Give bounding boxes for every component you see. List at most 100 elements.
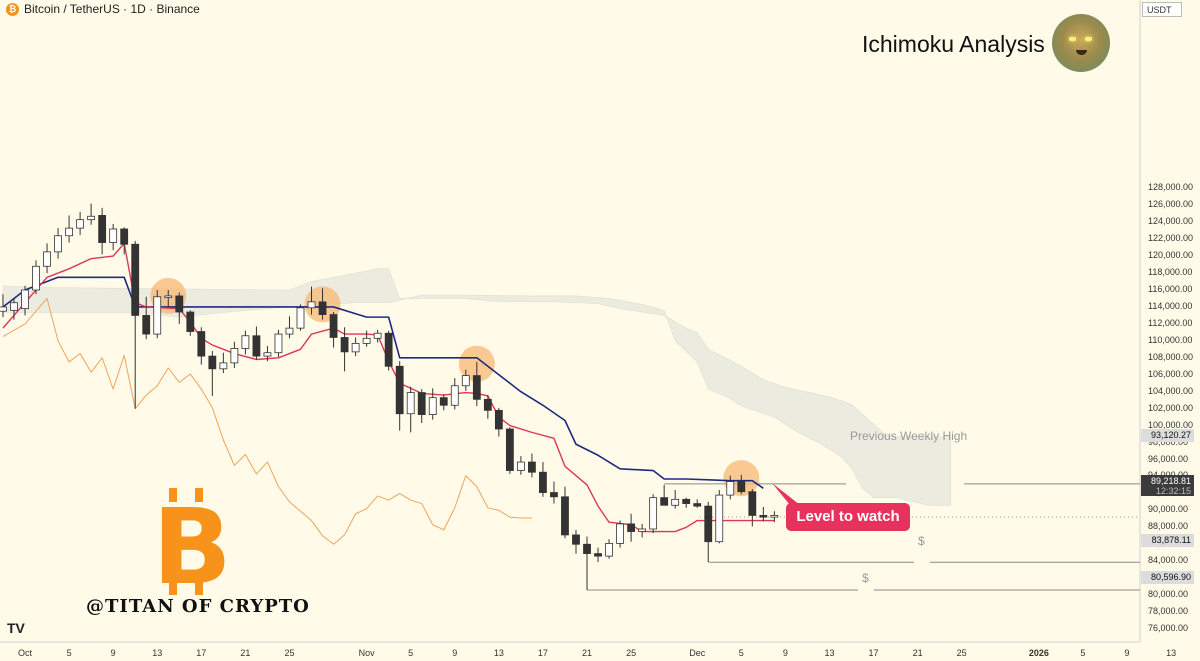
candle-body — [671, 498, 680, 506]
candle-body — [340, 337, 349, 353]
candle-body — [186, 311, 195, 332]
low-1-dollar-marker: $ — [918, 534, 925, 548]
candle-body — [362, 337, 371, 344]
candle-body — [21, 289, 29, 310]
price-tick-label: 110,000.00 — [1148, 334, 1193, 345]
chart-title: Ichimoku Analysis — [862, 31, 1045, 57]
candle-body — [583, 543, 591, 554]
candle-body — [594, 553, 602, 557]
time-tick-label: 9 — [110, 648, 116, 658]
low-2-dollar-marker: $ — [862, 571, 869, 585]
time-tick-label: 9 — [782, 648, 788, 658]
candle-body — [395, 365, 404, 415]
symbol-title: Bitcoin / TetherUS · 1D · Binance — [24, 2, 200, 16]
current-price-label: 89,218.81 12:32:15 — [1141, 475, 1194, 496]
bitcoin-logo-bar-top-right — [195, 488, 203, 502]
price-tick-label: 78,000.00 — [1148, 606, 1189, 617]
price-tick-label: 80,000.00 — [1148, 589, 1189, 600]
candle-body — [274, 333, 283, 354]
time-tick-label: 13 — [824, 648, 835, 658]
price-tick-label: 90,000.00 — [1148, 504, 1189, 515]
price-tick-label: 116,000.00 — [1148, 284, 1193, 294]
level-to-watch-label: Level to watch — [786, 503, 910, 531]
candle-body — [120, 228, 129, 245]
candle-body — [76, 219, 84, 229]
candle-body — [627, 523, 635, 532]
candle-body — [153, 296, 162, 335]
time-tick-label: 21 — [240, 648, 251, 658]
candle-body — [428, 397, 437, 415]
candle-body — [285, 327, 294, 335]
candle-body — [109, 228, 118, 243]
avatar-eye-icon — [1085, 37, 1092, 41]
time-tick-label: 9 — [452, 648, 458, 658]
candle-body — [682, 498, 691, 504]
candle-body — [605, 543, 613, 557]
candle-body — [43, 251, 51, 267]
time-tick-label: 5 — [738, 648, 744, 658]
candle-body — [208, 355, 217, 370]
candle-body — [197, 331, 206, 357]
time-tick-label: 9 — [1124, 648, 1130, 658]
candle-body — [704, 505, 713, 543]
time-tick-label: 17 — [868, 648, 879, 658]
candle-body — [494, 409, 503, 430]
candle-body — [759, 515, 768, 518]
candle-body — [417, 392, 426, 415]
candle-body — [296, 307, 305, 329]
bitcoin-logo-bar-bottom-right — [195, 581, 203, 595]
avatar-eye-icon — [1069, 37, 1076, 41]
candle-body — [550, 492, 558, 498]
candle-body — [142, 315, 151, 335]
candle-body — [715, 494, 724, 543]
candle-body — [737, 481, 746, 493]
low-2-price-label: 80,596.90 — [1141, 571, 1194, 584]
candle-body — [98, 215, 107, 243]
candle-body — [164, 295, 173, 299]
avatar-mouth-icon — [1076, 50, 1087, 55]
time-tick-label: 13 — [1166, 648, 1177, 658]
candle-body — [175, 295, 184, 313]
price-tick-label: 124,000.00 — [1148, 216, 1194, 227]
candle-body — [87, 215, 96, 221]
candle-body — [263, 352, 272, 357]
time-tick-label: 17 — [196, 648, 207, 658]
time-tick-label: Dec — [689, 648, 706, 658]
currency-unit-selector[interactable]: USDT — [1142, 2, 1182, 17]
candle-body — [649, 497, 658, 530]
candle-body — [131, 243, 140, 316]
time-tick-label: 5 — [408, 648, 414, 658]
price-tick-label: 120,000.00 — [1148, 250, 1194, 261]
candle-body — [0, 306, 7, 312]
price-tick-label: 114,000.00 — [1148, 300, 1193, 311]
candle-body — [472, 375, 481, 400]
previous-weekly-high-label: Previous Weekly High — [850, 429, 968, 443]
time-tick-label: Oct — [17, 648, 33, 658]
price-tick-label: 112,000.00 — [1148, 317, 1193, 328]
time-tick-label: 21 — [912, 648, 923, 658]
candle-body — [660, 497, 669, 506]
ichimoku-cloud — [2, 268, 951, 506]
price-tick-label: 126,000.00 — [1148, 199, 1194, 210]
price-tick-label: 96,000.00 — [1148, 453, 1189, 464]
candle-body — [693, 503, 702, 507]
symbol-header[interactable]: ₿ Bitcoin / TetherUS · 1D · Binance — [6, 2, 200, 16]
price-tick-label: 88,000.00 — [1148, 521, 1189, 532]
time-tick-label: Nov — [358, 648, 375, 658]
bitcoin-coin-icon: ₿ — [6, 2, 19, 16]
price-tick-label: 104,000.00 — [1148, 385, 1194, 396]
tradingview-logo-icon[interactable]: TV — [7, 620, 25, 636]
lagging-span-line — [2, 297, 532, 545]
candle-body — [726, 481, 735, 496]
price-tick-label: 84,000.00 — [1148, 555, 1189, 566]
candle-body — [572, 534, 580, 545]
time-tick-label: 21 — [582, 648, 593, 658]
candle-body — [54, 235, 62, 253]
candle-body — [241, 335, 250, 349]
candle-body — [373, 332, 382, 339]
brand-watermark: @TITAN OF CRYPTO — [86, 596, 310, 617]
candle-body — [329, 314, 338, 338]
time-tick-label: 17 — [537, 648, 548, 658]
